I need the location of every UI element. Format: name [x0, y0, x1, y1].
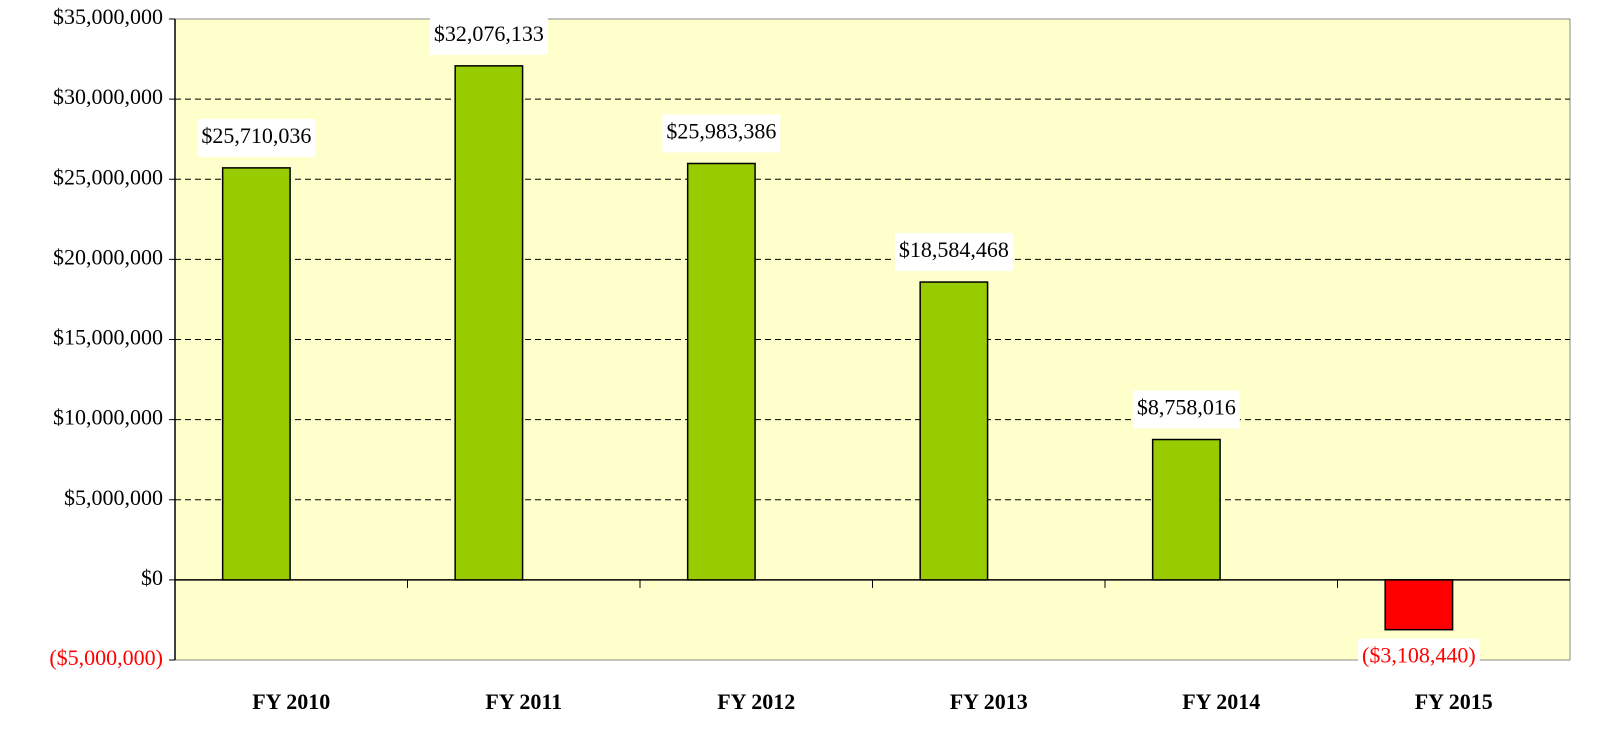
value-label: $18,584,468 [899, 237, 1009, 262]
bar [919, 281, 989, 581]
bar [1384, 579, 1454, 631]
y-tick-label: $15,000,000 [53, 325, 163, 350]
value-label: ($3,108,440) [1362, 643, 1476, 668]
value-label: $25,983,386 [666, 119, 776, 144]
bar [454, 65, 524, 581]
x-tick-label: FY 2011 [485, 689, 562, 714]
x-tick-label: FY 2015 [1415, 689, 1493, 714]
bar [1151, 438, 1221, 581]
y-tick-label: $20,000,000 [53, 244, 163, 269]
value-label-bg [662, 114, 781, 153]
value-label-bg [1132, 390, 1240, 429]
x-tick-label: FY 2014 [1182, 689, 1260, 714]
bar [221, 167, 291, 581]
y-tick-label: $5,000,000 [64, 485, 163, 510]
y-tick-label: $0 [141, 565, 163, 590]
y-tick-label: $30,000,000 [53, 84, 163, 109]
value-label-bg [197, 118, 316, 157]
value-label-bg [1358, 638, 1480, 677]
x-tick-label: FY 2012 [717, 689, 795, 714]
x-tick-label: FY 2013 [950, 689, 1028, 714]
value-label: $25,710,036 [201, 123, 311, 148]
value-label-bg [894, 233, 1013, 272]
y-tick-label: $10,000,000 [53, 405, 163, 430]
value-label: $8,758,016 [1137, 395, 1236, 420]
y-tick-label: $35,000,000 [53, 4, 163, 29]
y-tick-label: $25,000,000 [53, 164, 163, 189]
value-label: $32,076,133 [434, 21, 544, 46]
y-tick-label: ($5,000,000) [49, 645, 163, 670]
bar [686, 162, 756, 581]
value-label-bg [429, 16, 548, 55]
x-tick-label: FY 2010 [252, 689, 330, 714]
